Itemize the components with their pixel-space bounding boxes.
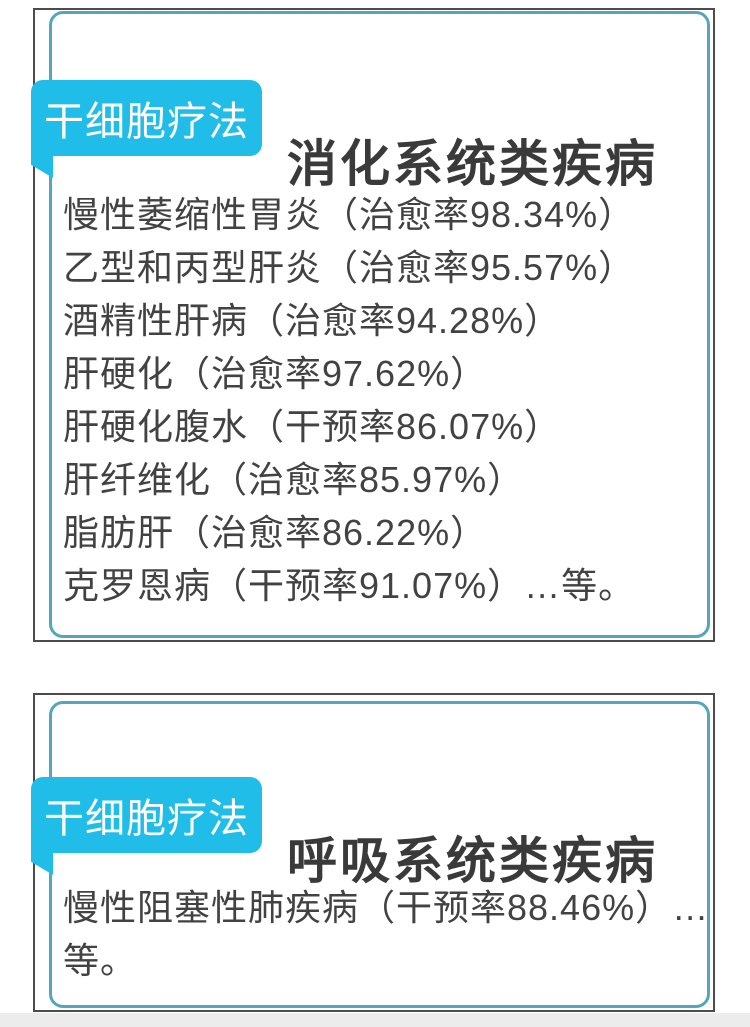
badge-label: 干细胞疗法	[44, 797, 249, 841]
badge-ribbon-fold	[31, 156, 53, 178]
disease-item: 酒精性肝病（治愈率94.28%）	[63, 300, 562, 341]
respiratory-disease-card: 干细胞疗法 呼吸系统类疾病 慢性阻塞性肺疾病（干预率88.46%）…等。	[31, 693, 718, 1012]
disease-item: 克罗恩病（干预率91.07%）…等。	[63, 565, 636, 606]
disease-item: 肝纤维化（治愈率85.97%）	[63, 459, 525, 500]
page-bottom-edge	[0, 1013, 750, 1027]
disease-item: 慢性萎缩性胃炎（治愈率98.34%）	[63, 194, 636, 235]
disease-item: 脂肪肝（治愈率86.22%）	[63, 512, 488, 553]
stem-cell-therapy-badge: 干细胞疗法	[31, 80, 262, 156]
stem-cell-therapy-badge: 干细胞疗法	[31, 777, 262, 853]
disease-list: 慢性阻塞性肺疾病（干预率88.46%）…等。	[63, 881, 718, 987]
disease-item: 慢性阻塞性肺疾病（干预率88.46%）…等。	[63, 887, 710, 981]
disease-item: 肝硬化腹水（干预率86.07%）	[63, 406, 562, 447]
disease-item: 肝硬化（治愈率97.62%）	[63, 353, 488, 394]
badge-ribbon-fold	[31, 853, 53, 875]
disease-list: 慢性萎缩性胃炎（治愈率98.34%） 乙型和丙型肝炎（治愈率95.57%） 酒精…	[63, 188, 713, 612]
digestive-disease-card: 干细胞疗法 消化系统类疾病 慢性萎缩性胃炎（治愈率98.34%） 乙型和丙型肝炎…	[31, 8, 715, 642]
badge-label: 干细胞疗法	[44, 100, 249, 144]
disease-item: 乙型和丙型肝炎（治愈率95.57%）	[63, 247, 636, 288]
card-title: 呼吸系统类疾病	[287, 832, 658, 889]
card-title: 消化系统类疾病	[287, 135, 658, 192]
